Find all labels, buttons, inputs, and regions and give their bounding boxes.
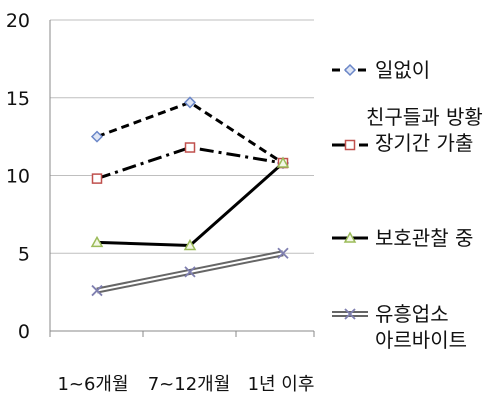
legend-label-line: 장기간 가출	[375, 131, 473, 155]
legend-label: 유흥업소 아르바이트	[375, 302, 467, 352]
x-category-label: 1~6개월	[57, 374, 128, 395]
legend-label-line: 일없이	[375, 58, 430, 82]
series-line	[96, 145, 284, 181]
axes: 0 5 10 15 20 1~6개월 7~12개월 1년 이후	[6, 10, 315, 395]
x-category-label: 7~12개월	[148, 374, 231, 395]
gridlines	[50, 19, 314, 254]
y-tick-label: 0	[18, 321, 30, 343]
triangle-marker	[90, 235, 104, 248]
y-tick-label: 5	[18, 243, 30, 265]
y-tick-label: 20	[6, 10, 30, 32]
legend-label-line: 친구들과 방황	[366, 105, 483, 129]
square-marker	[184, 142, 196, 153]
x-category-label: 1년 이후	[248, 374, 315, 395]
square-marker	[344, 139, 356, 151]
diamond-marker	[90, 130, 104, 143]
series-lines	[90, 96, 290, 297]
y-tick-label: 10	[6, 166, 30, 188]
triangle-marker	[276, 156, 290, 168]
diamond-marker	[183, 96, 197, 109]
square-marker	[91, 173, 103, 184]
triangle-marker	[183, 238, 197, 251]
x-marker	[91, 284, 103, 297]
diamond-marker	[343, 63, 357, 77]
legend-label-line: 보호관찰 중	[375, 226, 473, 250]
x-marker	[277, 247, 289, 259]
legend-label: 친구들과 방황 장기간 가출	[366, 105, 483, 155]
x-marker	[184, 266, 196, 278]
legend-label: 일없이	[375, 58, 430, 82]
legend-label: 보호관찰 중	[375, 226, 473, 250]
series-line	[96, 100, 284, 165]
y-tick-label: 15	[6, 88, 30, 110]
triangle-marker	[343, 231, 357, 243]
legend-label-line: 아르바이트	[375, 328, 467, 352]
x-marker	[344, 308, 356, 320]
legend-label-line: 유흥업소	[375, 302, 449, 326]
